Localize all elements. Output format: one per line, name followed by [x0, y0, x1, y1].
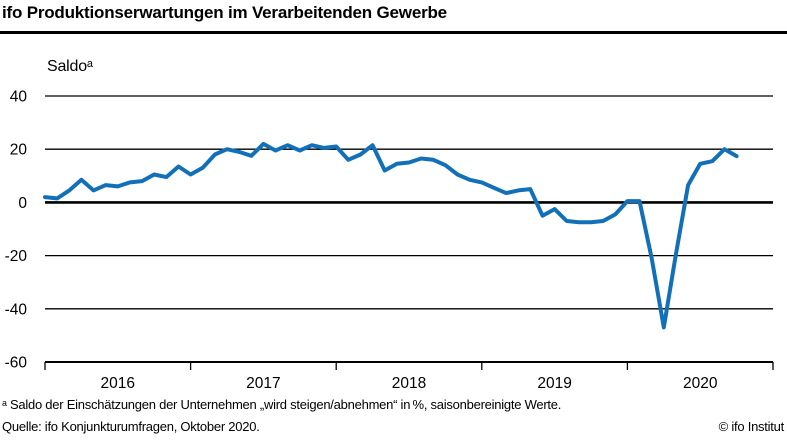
y-tick-label: 40 [10, 89, 28, 106]
y-tick-label: 20 [10, 142, 28, 159]
x-tick-label: 2016 [101, 375, 135, 392]
chart-line-saldo [43, 141, 739, 330]
y-tick-label: -20 [5, 248, 28, 265]
footnote-definition: ᵃ Saldo der Einschätzungen der Unternehm… [2, 397, 562, 412]
copyright-ifo-institut: © ifo Institut [718, 419, 785, 434]
y-tick-label: -60 [5, 355, 28, 372]
x-tick-label: 2019 [537, 375, 571, 392]
footnote-source: Quelle: ifo Konjunkturumfragen, Oktober … [2, 419, 260, 434]
x-tick-label: 2018 [392, 375, 426, 392]
x-tick-label: 2017 [246, 375, 280, 392]
title-rule [0, 31, 787, 34]
y-tick-label: 0 [18, 195, 27, 212]
page-title: ifo Produktionserwartungen im Verarbeite… [2, 3, 447, 22]
y-tick-label: -40 [5, 301, 28, 318]
x-tick-label: 2020 [683, 375, 718, 392]
y-axis-unit-label: Saldoᵃ [47, 58, 93, 75]
